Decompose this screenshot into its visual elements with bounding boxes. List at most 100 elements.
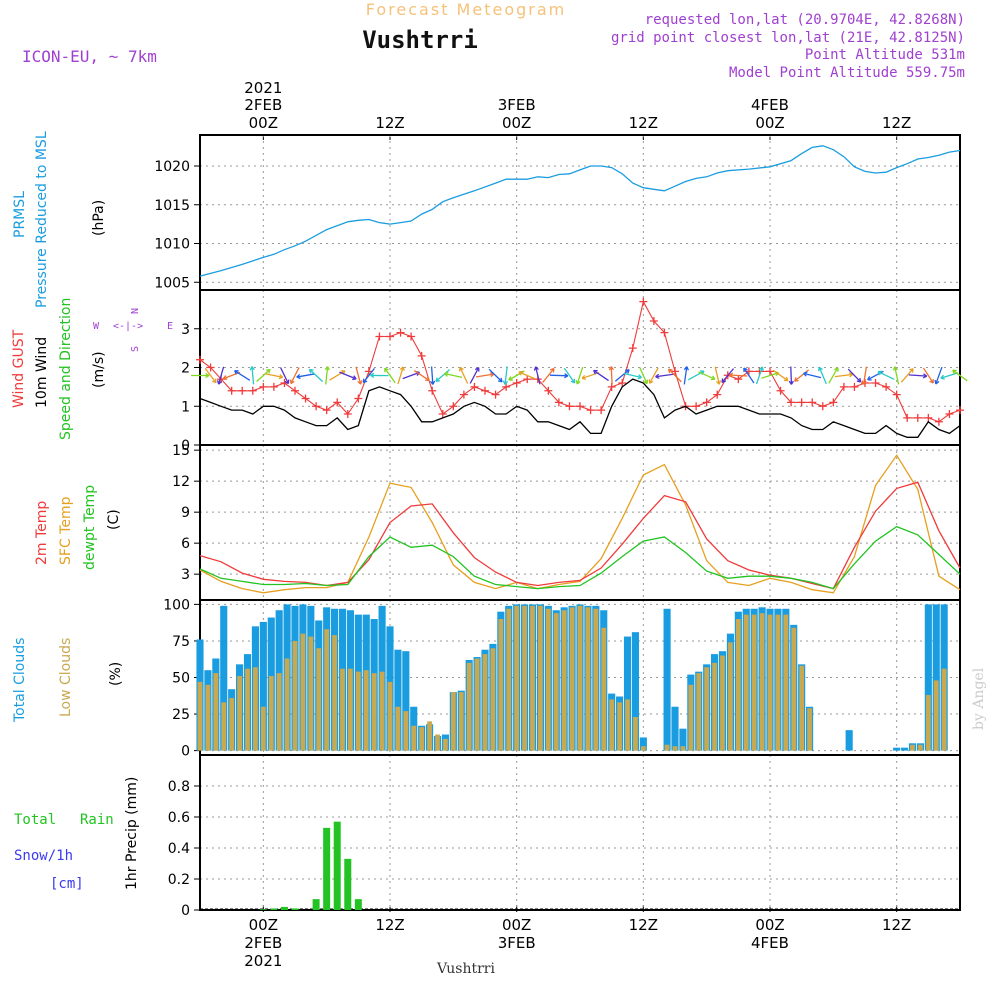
wind-direction-arrow (581, 371, 600, 380)
total-cloud-bar (663, 608, 671, 751)
wind-direction-arrow (223, 371, 241, 380)
gust-point (850, 382, 859, 391)
wind-direction-arrow (444, 372, 463, 379)
wind-direction-arrow (218, 366, 225, 385)
low-cloud-bar (419, 727, 425, 751)
wind-direction-arrow (563, 367, 576, 384)
wind-direction-arrow (790, 366, 793, 385)
total-label: Total (14, 812, 56, 828)
gust-point (628, 344, 637, 353)
compass-west: W (93, 321, 100, 332)
wind-direction-arrow (828, 367, 839, 384)
low-cloud-bar (276, 673, 282, 751)
ytick-label-wind-0: 0 (181, 438, 190, 454)
wind-direction-arrow (900, 368, 914, 383)
wind-arrow-head (856, 377, 862, 383)
rain-label: Rain (80, 812, 114, 828)
wind-arrow-head (296, 373, 301, 380)
wind-direction-arrow (397, 366, 404, 385)
gust-point (502, 382, 511, 391)
wind-direction-label: Speed and Direction (58, 298, 74, 440)
low-cloud-bar (696, 673, 702, 751)
wind-arrow-head (550, 367, 555, 373)
wind-arrow-head (581, 374, 587, 380)
wind-direction-arrow (714, 366, 720, 385)
gust-point (734, 375, 743, 384)
wind-arrow-head (205, 372, 210, 379)
total-cloud-bar (893, 747, 901, 751)
wind-arrow-head (564, 373, 569, 379)
model-name: ICON-EU, ~ 7km (22, 47, 157, 66)
bottom-day-label-1: 3FEB (498, 934, 536, 952)
gust-point (322, 406, 331, 415)
wind-arrow-head (593, 369, 598, 375)
pressure-unit: (hPa) (91, 200, 107, 236)
low-cloud-bar (355, 671, 361, 751)
wind-direction-arrow (687, 370, 705, 381)
gust-label: Wind GUST (11, 329, 27, 408)
precip-labels: Total Rain Snow/1h [cm] 1hr Precip (mm) (14, 777, 140, 892)
gust-point (259, 382, 268, 391)
gust-point (934, 417, 943, 426)
low-cloud-bar (633, 716, 638, 751)
rain-bar (333, 821, 341, 910)
wind-arrow-head (265, 368, 271, 374)
wind-direction-arrow (755, 366, 763, 385)
low-cloud-bar (720, 655, 725, 751)
wind-arrow-head (570, 378, 576, 384)
low-cloud-bar (245, 668, 250, 751)
wind-direction-arrow (435, 369, 450, 382)
low-cloud-bar (268, 676, 274, 751)
wind-unit: (m/s) (91, 351, 107, 388)
low-cloud-bar (340, 668, 345, 751)
wind-arrow-head (533, 366, 539, 371)
total-cloud-bar (623, 636, 632, 751)
wind-arrow-head (435, 377, 441, 383)
wind-direction-arrow (683, 366, 688, 385)
low-cloud-bar (791, 627, 797, 751)
rain-bar (270, 908, 278, 910)
rain-bar (291, 908, 299, 910)
low-cloud-bar (522, 605, 527, 751)
gust-point (818, 402, 827, 411)
bottom-tick-label-4: 00Z (755, 916, 784, 934)
gust-point (702, 398, 711, 407)
low-cloud-bar (933, 680, 939, 751)
pressure-line (199, 145, 961, 277)
snow-label: Snow/1h (14, 848, 73, 864)
low-cloud-bar (213, 673, 219, 751)
footer-location: Vushtrri (436, 961, 495, 977)
rain-bar (344, 858, 352, 910)
wind-arrow-head (216, 380, 222, 385)
wind-direction-arrow (518, 371, 536, 380)
low-cloud-bar (672, 746, 678, 751)
sfc-temp-label: SFC Temp (58, 496, 74, 565)
frame-temperature (199, 444, 961, 601)
wind-arrow-head (284, 379, 290, 385)
low-cloud-bar (490, 648, 496, 751)
gust-point (333, 398, 342, 407)
t2m-label: 2m Temp (34, 501, 50, 565)
wind-arrow-head (497, 377, 503, 383)
low-cloud-bar (387, 681, 393, 751)
total-cloud-bar (932, 604, 940, 751)
gust-point (565, 402, 574, 411)
low-cloud-bar (759, 613, 765, 751)
rain-bar (280, 906, 288, 910)
wind-direction-arrow (772, 369, 789, 382)
wind-direction-arrow (279, 367, 289, 384)
wind-arrow-head (370, 372, 375, 379)
total-clouds-label: Total Clouds (12, 638, 28, 723)
wind-arrow-head (444, 371, 449, 377)
sfc-temp-line (199, 454, 961, 594)
ytick-label-temperature-2: 9 (181, 505, 190, 521)
wind-arrow-head (743, 367, 748, 373)
low-cloud-bar (910, 744, 915, 751)
dewpt-line (199, 525, 961, 590)
wind-arrow-head (212, 378, 217, 384)
wind-arrow-head (278, 374, 284, 380)
rain-bar (312, 899, 320, 910)
ytick-label-pressure-0: 1005 (154, 275, 190, 291)
wind-arrow-head (362, 378, 368, 384)
